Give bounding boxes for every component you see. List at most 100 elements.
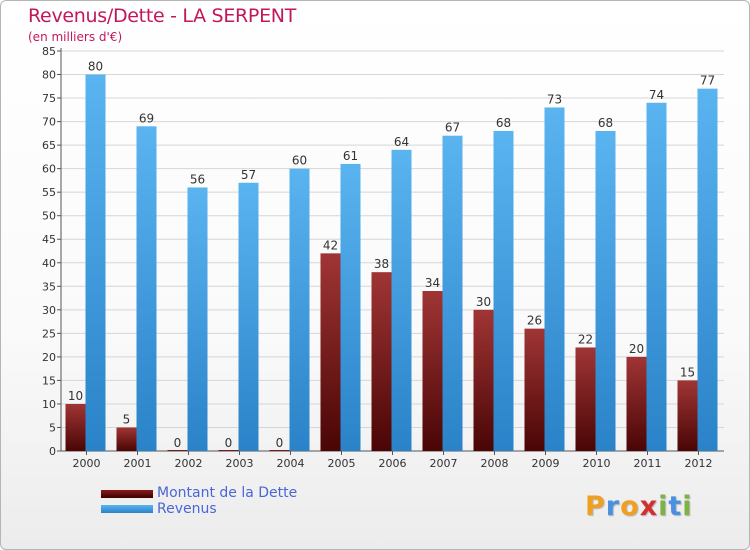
y-tick-label: 70 [42, 116, 56, 129]
x-tick-label: 2003 [226, 457, 254, 470]
bar-revenus [697, 88, 718, 451]
bar-dette [218, 450, 239, 451]
y-tick-label: 25 [42, 327, 56, 340]
bar-dette-label: 0 [225, 436, 233, 450]
x-tick-label: 2005 [328, 457, 356, 470]
bar-dette-label: 5 [123, 412, 131, 426]
bar-revenus [136, 126, 157, 451]
bar-revenus-label: 80 [88, 60, 103, 74]
bar-dette [320, 253, 341, 451]
legend-swatch-dette [101, 490, 153, 498]
y-tick-label: 0 [49, 445, 56, 458]
bar-revenus-label: 56 [190, 172, 205, 186]
bar-dette-label: 0 [276, 436, 284, 450]
logo-letter: t [668, 491, 683, 522]
bar-revenus-label: 64 [394, 135, 409, 149]
chart-title: Revenus/Dette - LA SERPENT [28, 5, 297, 27]
bar-dette-label: 34 [425, 276, 440, 290]
y-tick-label: 10 [42, 398, 56, 411]
bar-revenus-label: 61 [343, 149, 358, 163]
bar-dette-label: 42 [323, 238, 338, 252]
bar-revenus [442, 135, 463, 452]
bar-revenus [493, 131, 514, 451]
proxiti-logo: Proxiti [585, 491, 693, 522]
bar-revenus-label: 68 [496, 116, 511, 130]
x-tick-label: 2012 [685, 457, 713, 470]
bar-revenus [85, 74, 106, 451]
y-tick-label: 50 [42, 210, 56, 223]
bar-dette [524, 328, 545, 451]
y-tick-label: 55 [42, 186, 56, 199]
bar-dette-label: 38 [374, 257, 389, 271]
x-tick-label: 2007 [430, 457, 458, 470]
bar-dette [575, 347, 596, 451]
y-tick-label: 80 [42, 69, 56, 82]
bar-revenus-label: 57 [241, 168, 256, 182]
bar-revenus-label: 68 [598, 116, 613, 130]
logo-letter: i [682, 491, 693, 522]
bar-dette-label: 10 [68, 389, 83, 403]
bar-dette-label: 26 [527, 314, 542, 328]
x-tick-label: 2000 [73, 457, 101, 470]
legend-label-dette: Montant de la Dette [157, 485, 298, 501]
bar-revenus-label: 74 [649, 88, 664, 102]
bar-dette-label: 22 [578, 332, 593, 346]
logo-letter: r [605, 491, 621, 522]
bar-revenus [289, 168, 310, 451]
y-tick-label: 85 [42, 45, 56, 58]
y-tick-label: 40 [42, 257, 56, 270]
y-tick-label: 5 [49, 421, 56, 434]
y-tick-label: 30 [42, 304, 56, 317]
bar-dette [626, 356, 647, 451]
bar-dette [116, 427, 137, 451]
bar-dette [371, 272, 392, 451]
bar-dette-label: 0 [174, 436, 182, 450]
bar-revenus [595, 131, 616, 451]
x-tick-label: 2006 [379, 457, 407, 470]
x-tick-label: 2009 [532, 457, 560, 470]
y-tick-label: 65 [42, 139, 56, 152]
bar-revenus [544, 107, 565, 452]
y-tick-label: 20 [42, 351, 56, 364]
bar-dette [269, 450, 290, 451]
x-tick-label: 2008 [481, 457, 509, 470]
bar-dette-label: 15 [680, 365, 695, 379]
y-tick-label: 60 [42, 163, 56, 176]
chart-subtitle: (en milliers d'€) [28, 30, 123, 44]
x-tick-label: 2010 [583, 457, 611, 470]
bar-dette [677, 380, 698, 451]
x-tick-label: 2004 [277, 457, 305, 470]
bar-revenus-label: 60 [292, 154, 307, 168]
bar-revenus [340, 163, 361, 452]
x-tick-label: 2002 [175, 457, 203, 470]
bar-revenus [187, 187, 208, 451]
y-tick-label: 75 [42, 92, 56, 105]
bar-dette-label: 20 [629, 342, 644, 356]
bar-revenus [646, 102, 667, 451]
bar-revenus-label: 77 [700, 74, 715, 88]
bar-dette [167, 450, 188, 451]
bars [65, 74, 718, 452]
bar-revenus [391, 149, 412, 451]
legend-swatch-revenus [101, 505, 153, 513]
bar-revenus-label: 69 [139, 111, 154, 125]
bar-dette-label: 30 [476, 295, 491, 309]
y-tick-label: 35 [42, 280, 56, 293]
x-tick-label: 2011 [634, 457, 662, 470]
logo-letter: i [658, 491, 669, 522]
bar-revenus [238, 182, 259, 451]
logo-letter: x [639, 491, 659, 522]
x-tick-label: 2001 [124, 457, 152, 470]
legend-label-revenus: Revenus [157, 501, 217, 517]
bar-dette [422, 291, 443, 451]
logo-letter: P [585, 491, 606, 522]
logo-letter: o [620, 491, 640, 522]
bar-dette [473, 309, 494, 451]
y-tick-label: 45 [42, 233, 56, 246]
bar-dette [65, 403, 86, 451]
y-tick-label: 15 [42, 374, 56, 387]
data-labels: 10 80 5 69 0 56 0 57 0 60 42 61 38 64 34 67 30 68 26 73 22 68… [68, 60, 715, 450]
bar-revenus-label: 73 [547, 92, 562, 106]
